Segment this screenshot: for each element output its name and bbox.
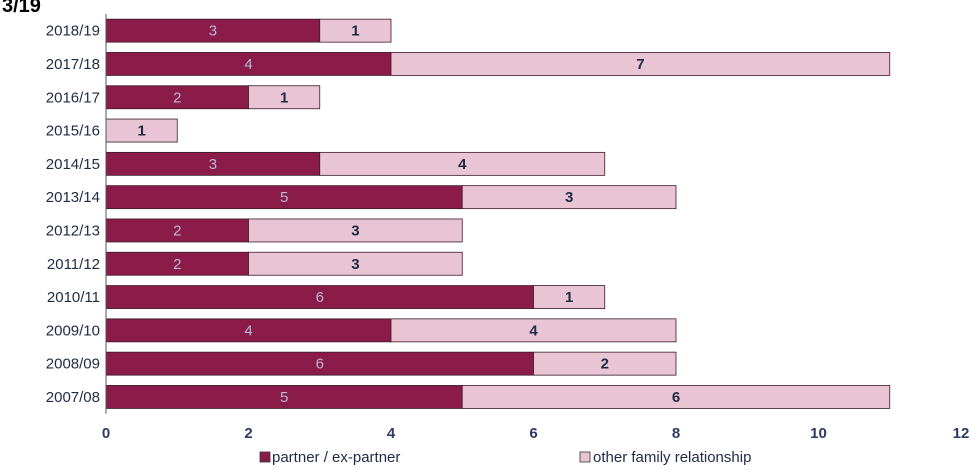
category-label: 2009/10 bbox=[46, 322, 100, 339]
bar-other-family bbox=[461, 385, 891, 409]
category-label: 2008/09 bbox=[46, 356, 100, 373]
bars-group: 3 1 4 7 2 1 1 3 4 5 3 2 3 2 3 6 1 4 4 6 2 5 6 bbox=[105, 18, 891, 409]
data-label: 2 bbox=[601, 356, 609, 373]
data-label: 3 bbox=[351, 256, 359, 273]
data-label: 1 bbox=[351, 23, 359, 40]
data-label: 1 bbox=[280, 89, 288, 106]
bar-other-family bbox=[319, 18, 392, 43]
data-label: 1 bbox=[565, 289, 573, 306]
bar-other-family bbox=[319, 151, 606, 176]
x-tick-label: 2 bbox=[244, 425, 252, 442]
bar-other-family bbox=[248, 85, 321, 110]
legend-swatch-other bbox=[579, 451, 591, 463]
data-label: 3 bbox=[209, 23, 217, 40]
data-label: 2 bbox=[173, 222, 181, 239]
data-label: 5 bbox=[280, 189, 288, 206]
legend-label-other: other family relationship bbox=[593, 449, 751, 466]
data-label: 4 bbox=[458, 156, 467, 173]
category-label: 2010/11 bbox=[47, 289, 100, 306]
data-label: 7 bbox=[636, 56, 644, 73]
data-label: 6 bbox=[316, 289, 324, 306]
chart-title-fragment: 3/19 bbox=[2, 0, 41, 17]
legend-group: partner / ex-partner other family relati… bbox=[259, 449, 751, 466]
data-label: 2 bbox=[173, 256, 181, 273]
data-label: 4 bbox=[244, 56, 252, 73]
category-labels-group: 2018/19 2017/18 2016/17 2015/16 2014/15 2013/… bbox=[46, 23, 100, 406]
x-tick-label: 4 bbox=[387, 425, 396, 442]
data-label: 4 bbox=[529, 322, 538, 339]
data-label: 2 bbox=[173, 89, 181, 106]
x-tick-label: 0 bbox=[102, 425, 110, 442]
data-label: 3 bbox=[209, 156, 217, 173]
bar-other-family bbox=[390, 318, 677, 343]
legend-swatch-partner bbox=[259, 451, 271, 463]
bar-other-family bbox=[248, 251, 463, 276]
category-label: 2017/18 bbox=[46, 56, 100, 73]
category-label: 2011/12 bbox=[47, 256, 100, 273]
category-label: 2007/08 bbox=[46, 389, 100, 406]
bar-other-family bbox=[533, 285, 606, 309]
data-label: 5 bbox=[280, 389, 288, 406]
bar-other-family bbox=[248, 218, 463, 243]
bar-other-family bbox=[533, 351, 677, 376]
data-label: 3 bbox=[565, 189, 573, 206]
category-label: 2014/15 bbox=[46, 156, 100, 173]
x-tick-label: 8 bbox=[672, 425, 680, 442]
data-label: 4 bbox=[244, 322, 252, 339]
x-tick-label: 6 bbox=[529, 425, 537, 442]
x-tick-label: 10 bbox=[810, 425, 827, 442]
category-label: 2018/19 bbox=[46, 23, 100, 40]
category-label: 2016/17 bbox=[46, 89, 100, 106]
category-label: 2013/14 bbox=[46, 189, 100, 206]
x-tick-label: 12 bbox=[953, 425, 970, 442]
data-label: 6 bbox=[316, 356, 324, 373]
category-label: 2015/16 bbox=[46, 123, 100, 140]
bar-other-family bbox=[461, 185, 677, 210]
data-label: 6 bbox=[672, 389, 680, 406]
data-label: 1 bbox=[137, 123, 145, 140]
data-label: 3 bbox=[351, 222, 359, 239]
x-axis-group: 0 2 4 6 8 10 12 bbox=[102, 14, 970, 442]
legend-label-partner: partner / ex-partner bbox=[272, 449, 400, 466]
bar-other-family bbox=[390, 52, 891, 76]
category-label: 2012/13 bbox=[46, 222, 100, 239]
